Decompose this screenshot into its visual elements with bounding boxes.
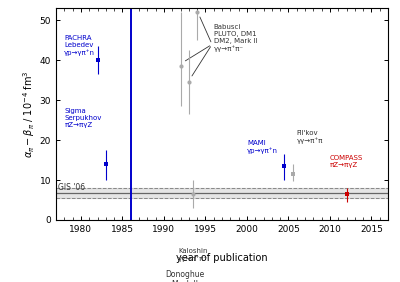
Y-axis label: $\alpha_\pi - \beta_\pi$ / 10$^{-4}$ fm$^3$: $\alpha_\pi - \beta_\pi$ / 10$^{-4}$ fm$… bbox=[21, 70, 37, 158]
Bar bbox=[56, 188, 388, 198]
Text: Babusci
PLUTO, DM1
DM2, Mark II
γγ→π⁺π⁻: Babusci PLUTO, DM1 DM2, Mark II γγ→π⁺π⁻ bbox=[214, 25, 257, 52]
Text: Donoghue
Mark II: Donoghue Mark II bbox=[165, 270, 204, 282]
Text: Kaloshin
γγ→π⁺π⁻: Kaloshin γγ→π⁺π⁻ bbox=[178, 248, 208, 262]
Text: MAMI
γp→γπ⁺n: MAMI γp→γπ⁺n bbox=[247, 140, 278, 154]
Text: COMPASS
πZ→πγZ: COMPASS πZ→πγZ bbox=[330, 155, 363, 168]
Text: Fil'kov
γγ→π⁺π: Fil'kov γγ→π⁺π bbox=[297, 130, 323, 144]
X-axis label: year of publication: year of publication bbox=[176, 253, 268, 263]
Text: Sigma
Serpukhov
πZ→πγZ: Sigma Serpukhov πZ→πγZ bbox=[64, 108, 102, 128]
Text: GIS '06: GIS '06 bbox=[58, 183, 85, 192]
Text: PACHRA
Lebedev
γp→γπ⁺n: PACHRA Lebedev γp→γπ⁺n bbox=[64, 36, 95, 56]
